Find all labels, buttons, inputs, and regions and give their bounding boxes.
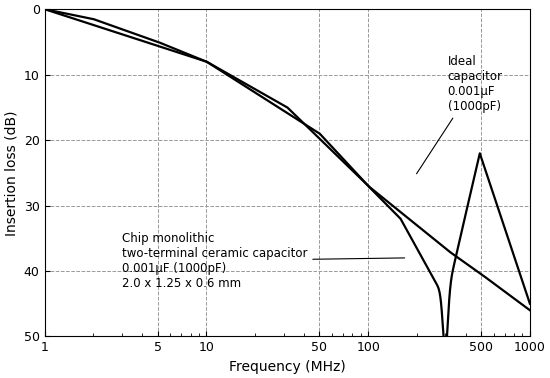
Text: Ideal
capacitor
0.001μF
(1000pF): Ideal capacitor 0.001μF (1000pF) (416, 55, 503, 174)
Y-axis label: Insertion loss (dB): Insertion loss (dB) (4, 110, 18, 235)
Text: Chip monolithic
two-terminal ceramic capacitor
0.001μF (1000pF)
2.0 x 1.25 x 0.6: Chip monolithic two-terminal ceramic cap… (122, 232, 405, 290)
X-axis label: Frequency (MHz): Frequency (MHz) (229, 360, 345, 374)
